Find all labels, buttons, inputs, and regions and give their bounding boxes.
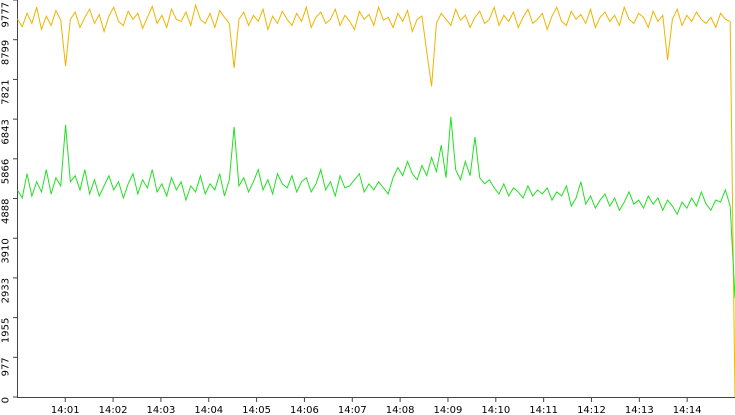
x-tick-label: 14:06 — [290, 405, 319, 415]
x-tick-label: 14:02 — [99, 405, 128, 415]
y-tick-label: 0 — [0, 397, 11, 403]
x-tick-label: 14:12 — [577, 405, 606, 415]
x-tick-label: 14:01 — [51, 405, 80, 415]
y-tick-label: 5866 — [0, 159, 11, 184]
data-line — [16, 116, 735, 299]
y-tick-label: 7821 — [0, 79, 11, 104]
y-tick-label: 1955 — [0, 318, 11, 343]
data-line — [16, 3, 735, 398]
x-tick-label: 14:13 — [625, 405, 654, 415]
x-tick-label: 14:08 — [386, 405, 415, 415]
y-tick-label: 3910 — [0, 238, 11, 263]
y-tick-label: 4888 — [0, 199, 11, 224]
x-tick-label: 14:11 — [529, 405, 558, 415]
x-tick-label: 14:10 — [481, 405, 510, 415]
x-tick-label: 14:09 — [434, 405, 463, 415]
y-tick-label: 2933 — [0, 278, 11, 303]
x-tick-label: 14:07 — [338, 405, 367, 415]
x-tick-label: 14:05 — [242, 405, 271, 415]
y-tick-label: 977 — [0, 357, 11, 376]
x-tick-label: 14:14 — [673, 405, 702, 415]
x-tick-label: 14:04 — [194, 405, 223, 415]
x-tick-label: 14:03 — [147, 405, 176, 415]
y-tick-label: 6843 — [0, 119, 11, 144]
y-tick-label: 8799 — [0, 40, 11, 65]
y-tick-label: 9777 — [0, 2, 11, 27]
